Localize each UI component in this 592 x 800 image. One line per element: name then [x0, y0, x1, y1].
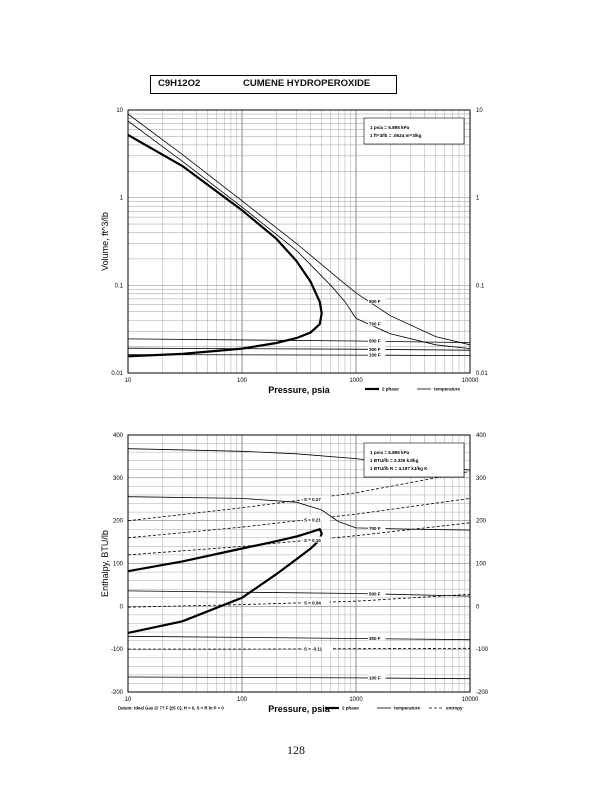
series-label: S = 0.21	[304, 518, 321, 523]
y-tick-label-left: 10	[116, 108, 123, 114]
y-tick-label-right: 0	[476, 604, 480, 610]
temperature-line	[127, 354, 471, 357]
y-tick-label-left: -100	[111, 647, 124, 653]
plot-frame	[127, 434, 471, 693]
x-tick-label: 10	[125, 378, 132, 384]
y-tick-label-right: 1	[476, 196, 480, 202]
y-tick-label-right: 400	[476, 433, 487, 439]
y-tick-label-right: 300	[476, 476, 487, 482]
series-label: 900 F	[369, 299, 381, 304]
plot-frame	[127, 109, 471, 374]
series-label: S = 0.16	[304, 538, 321, 543]
x-axis-label: Pressure, psia	[268, 385, 331, 395]
legend-entry: 2 phase	[382, 387, 399, 392]
series-label: 500 F	[369, 339, 381, 344]
y-tick-label-left: 0.01	[111, 371, 123, 377]
entropy-line	[127, 471, 471, 522]
y-tick-label-left: 0.1	[115, 283, 124, 289]
y-tick-label-right: 0.1	[476, 283, 485, 289]
temperature-line	[127, 496, 471, 531]
y-tick-label-right: 10	[476, 108, 483, 114]
y-tick-label-left: 200	[113, 519, 124, 525]
y-tick-label-left: 0	[120, 604, 124, 610]
legend-entry: temperature	[434, 387, 461, 392]
y-tick-label-left: 400	[113, 433, 124, 439]
x-axis-label: Pressure, psia	[268, 704, 331, 714]
compound-formula: C9H12O2	[158, 78, 201, 89]
unit-conversion-box	[363, 117, 465, 145]
unit-conversion-note: 1 BTU/lb R = 4.187 kJ/kg K	[370, 466, 428, 471]
unit-conversion-note: 1 psia = 6.895 kPa	[370, 125, 410, 130]
series-label-bg	[367, 297, 386, 304]
series-label: 300 F	[369, 347, 381, 352]
two-phase-dome-curve	[127, 133, 323, 358]
series-label: 100 F	[369, 353, 381, 358]
two-phase-dome-curve	[127, 527, 323, 634]
y-tick-label-left: 1	[120, 196, 124, 202]
x-tick-label: 10	[125, 697, 132, 703]
legend-entry: entropy	[446, 706, 463, 711]
series-label-bg	[367, 345, 386, 352]
series-label: S = 0.27	[304, 497, 321, 502]
x-tick-label: 100	[237, 697, 248, 703]
x-tick-label: 100	[237, 378, 248, 384]
y-tick-label-right: -200	[476, 690, 489, 696]
y-tick-label-right: 200	[476, 519, 487, 525]
series-label-bg	[367, 673, 386, 680]
series-label: 100 F	[369, 675, 381, 680]
y-tick-label-left: 100	[113, 562, 124, 568]
series-label-bg	[367, 337, 386, 344]
legend-entry: 2 phase	[342, 706, 359, 711]
series-label: S = -0.11	[304, 646, 323, 651]
chart-title-box: C9H12O2 CUMENE HYDROPEROXIDE	[150, 75, 397, 94]
series-label-bg	[303, 536, 330, 543]
temperature-line	[127, 590, 471, 597]
compound-name: CUMENE HYDROPEROXIDE	[243, 78, 371, 89]
y-tick-label-right: 100	[476, 562, 487, 568]
temperature-line	[127, 347, 471, 351]
series-label-bg	[367, 351, 386, 358]
series-label-bg	[303, 598, 330, 605]
page-number: 128	[287, 743, 305, 757]
x-tick-label: 10000	[462, 697, 479, 703]
x-tick-label: 1000	[349, 697, 363, 703]
y-tick-label-right: 0.01	[476, 371, 488, 377]
unit-conversion-note: 1 psia = 6.895 kPa	[370, 450, 410, 455]
y-tick-label-left: -200	[111, 690, 124, 696]
series-label: 700 F	[369, 526, 381, 531]
y-axis-label: Enthalpy, BTU/lb	[100, 530, 110, 597]
series-label-bg	[367, 524, 386, 531]
series-label-bg	[367, 589, 386, 596]
temperature-line	[127, 120, 471, 349]
series-label-bg	[367, 320, 386, 327]
legend-entry: temperature	[394, 706, 421, 711]
unit-conversion-note: 1 BTU/lb = 2.326 kJ/kg	[370, 458, 419, 463]
temperature-line	[127, 635, 471, 641]
entropy-line	[127, 522, 471, 556]
series-label: 700 F	[369, 322, 381, 327]
unit-conversion-box	[363, 442, 465, 478]
series-label-bg	[367, 634, 386, 641]
datum-note: Datum: Ideal Gas @ 77 F (25 C), H = 0, S…	[118, 706, 224, 711]
y-tick-label-right: -100	[476, 647, 489, 653]
y-tick-label-left: 300	[113, 476, 124, 482]
entropy-line	[127, 498, 471, 539]
series-label-bg	[303, 495, 330, 502]
temperature-line	[127, 338, 471, 343]
unit-conversion-note: 1 ft^3/lb = .0624 m^3/kg	[370, 133, 422, 138]
temperature-line	[127, 113, 471, 346]
entropy-line	[128, 647, 471, 650]
x-tick-label: 10000	[462, 378, 479, 384]
series-label: 500 F	[369, 591, 381, 596]
y-axis-label: Volume, ft^3/lb	[100, 212, 110, 271]
series-label: 300 F	[369, 636, 381, 641]
x-tick-label: 1000	[349, 378, 363, 384]
temperature-line	[127, 676, 471, 680]
series-label: S = 0.04	[304, 600, 321, 605]
series-label-bg	[303, 516, 330, 523]
series-label-bg	[303, 644, 333, 651]
entropy-line	[127, 593, 471, 608]
